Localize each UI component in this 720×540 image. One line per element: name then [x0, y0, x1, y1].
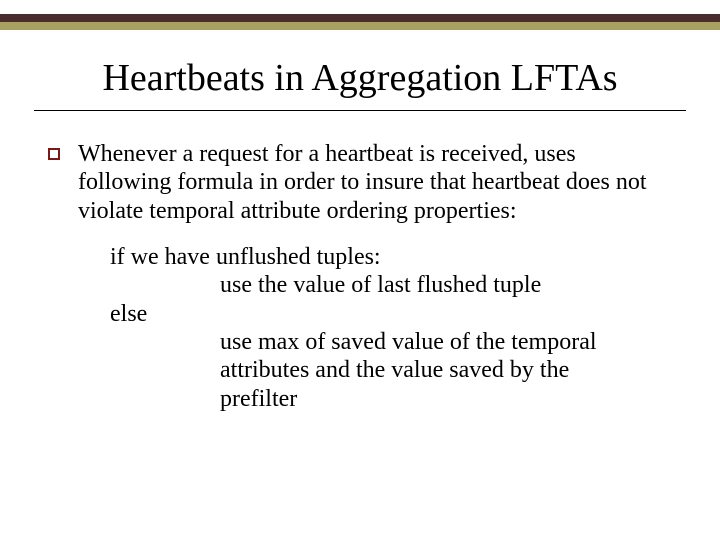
body-area: Whenever a request for a heartbeat is re…	[48, 140, 672, 413]
title-area: Heartbeats in Aggregation LFTAs	[0, 56, 720, 111]
pseudocode-line: if we have unflushed tuples:	[110, 243, 672, 271]
bullet-item: Whenever a request for a heartbeat is re…	[48, 140, 672, 225]
pseudocode-line: use max of saved value of the temporal	[220, 328, 672, 356]
pseudocode-line: use the value of last flushed tuple	[220, 271, 672, 299]
top-accent-olive-stripe	[0, 22, 720, 30]
square-bullet-icon	[48, 148, 60, 160]
top-accent-dark-stripe	[0, 14, 720, 22]
slide: Heartbeats in Aggregation LFTAs Whenever…	[0, 0, 720, 540]
title-underline	[34, 110, 686, 111]
bullet-text: Whenever a request for a heartbeat is re…	[78, 140, 672, 225]
top-accent-bar	[0, 14, 720, 30]
pseudocode-line: attributes and the value saved by the	[220, 356, 672, 384]
pseudocode-block: if we have unflushed tuples: use the val…	[110, 243, 672, 413]
slide-title: Heartbeats in Aggregation LFTAs	[62, 56, 657, 106]
pseudocode-line: prefilter	[220, 385, 672, 413]
pseudocode-line: else	[110, 300, 672, 328]
